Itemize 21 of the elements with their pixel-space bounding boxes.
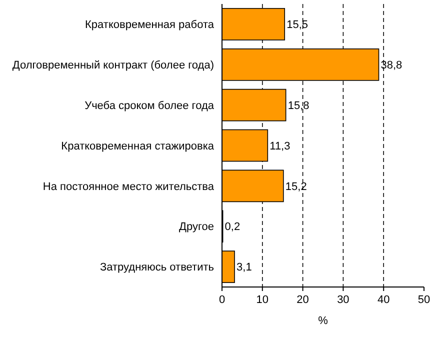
x-tick-label: 50 bbox=[418, 294, 430, 306]
data-label: 3,1 bbox=[236, 262, 252, 274]
x-tick-label: 0 bbox=[218, 294, 226, 306]
data-label: 15,2 bbox=[285, 180, 307, 193]
data-label: 38,8 bbox=[380, 59, 402, 72]
data-label: 15,8 bbox=[288, 100, 310, 112]
x-tick-label: 10 bbox=[256, 294, 269, 306]
y-tick-label: Кратковременная работа bbox=[85, 19, 215, 32]
y-tick-label: Кратковременная стажировка bbox=[61, 140, 215, 152]
x-tick-label: 30 bbox=[337, 294, 350, 306]
x-tick-label: 40 bbox=[377, 294, 390, 306]
y-tick-label: Долговременный контракт (более года) bbox=[12, 59, 214, 72]
data-label: 15,5 bbox=[286, 19, 308, 32]
y-tick-label: На постоянное место жительства bbox=[42, 180, 215, 193]
y-tick-label: Другое bbox=[179, 221, 214, 234]
y-tick-label: Учеба сроком более года bbox=[84, 100, 215, 112]
data-label: 0,2 bbox=[224, 221, 240, 234]
x-tick-label: 20 bbox=[296, 294, 309, 306]
data-label: 11,3 bbox=[270, 140, 290, 152]
x-axis-title: % bbox=[318, 315, 328, 327]
y-tick-label: Затрудняюсь ответить bbox=[100, 262, 214, 274]
